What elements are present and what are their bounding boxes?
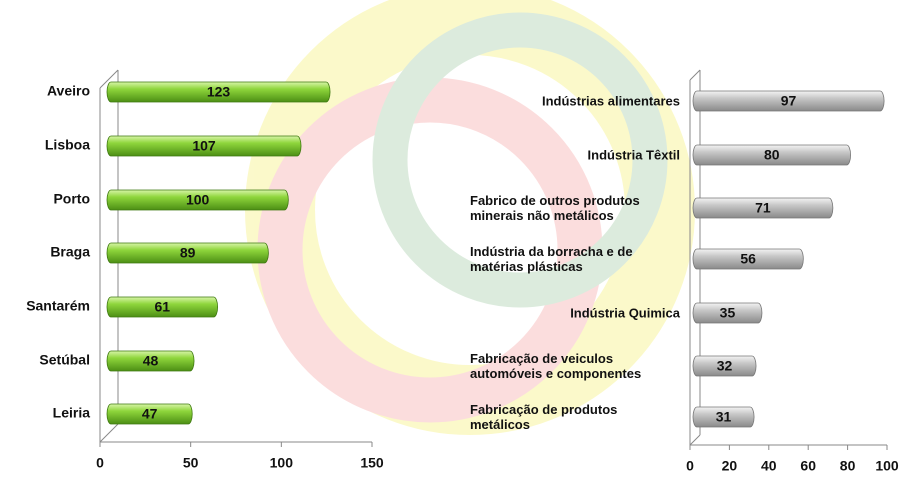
bar — [106, 189, 289, 211]
x-tick-label: 20 — [722, 458, 738, 474]
x-tick-label: 150 — [360, 455, 384, 471]
bar — [692, 406, 755, 428]
value-label: 123 — [207, 84, 231, 100]
x-tick-label: 0 — [96, 455, 104, 471]
axis-wall — [689, 434, 701, 446]
axis-wall — [99, 423, 119, 443]
bar — [106, 296, 219, 318]
bar — [692, 197, 834, 219]
x-tick-label: 40 — [761, 458, 777, 474]
bar — [106, 403, 193, 425]
value-label: 47 — [142, 406, 158, 422]
x-tick-label: 0 — [686, 458, 694, 474]
value-label: 97 — [781, 93, 797, 109]
bar — [106, 242, 269, 264]
x-tick-label: 80 — [840, 458, 856, 474]
axis-wall — [99, 69, 119, 89]
bar — [106, 135, 302, 157]
category-label: Setúbal — [39, 352, 90, 368]
category-label: Indústria Quimica — [570, 305, 680, 321]
category-label: Fabricação de produtos metálicos — [470, 402, 618, 432]
value-label: 56 — [740, 251, 756, 267]
bar — [692, 355, 757, 377]
bar — [692, 90, 885, 112]
category-label: Aveiro — [47, 83, 90, 99]
category-label: Indústria Têxtil — [587, 147, 680, 163]
x-tick-label: 50 — [183, 455, 199, 471]
bar — [106, 350, 195, 372]
bar — [692, 144, 852, 166]
x-tick-label: 100 — [270, 455, 294, 471]
value-label: 61 — [155, 299, 171, 315]
value-label: 107 — [192, 138, 216, 154]
category-label: Indústria da borracha e de matérias plás… — [470, 244, 633, 274]
category-label: Indústrias alimentares — [542, 93, 680, 109]
value-label: 80 — [764, 147, 780, 163]
category-label: Braga — [50, 244, 90, 260]
bar — [692, 248, 804, 270]
category-label: Leiria — [53, 405, 91, 421]
category-label: Santarém — [26, 298, 90, 314]
bar — [692, 302, 763, 324]
x-tick-label: 60 — [800, 458, 816, 474]
category-label: Porto — [53, 191, 90, 207]
bar — [106, 81, 331, 103]
axis-wall — [689, 69, 701, 81]
value-label: 35 — [720, 305, 736, 321]
category-label: Lisboa — [45, 137, 90, 153]
value-label: 31 — [716, 409, 732, 425]
category-label: Fabrico de outros produtos minerais não … — [470, 193, 640, 223]
value-label: 71 — [755, 200, 771, 216]
category-label: Fabricação de veiculos automóveis e comp… — [470, 351, 642, 381]
x-tick-label: 100 — [875, 458, 899, 474]
value-label: 100 — [186, 192, 210, 208]
value-label: 32 — [717, 358, 733, 374]
value-label: 89 — [180, 245, 196, 261]
value-label: 48 — [143, 353, 159, 369]
